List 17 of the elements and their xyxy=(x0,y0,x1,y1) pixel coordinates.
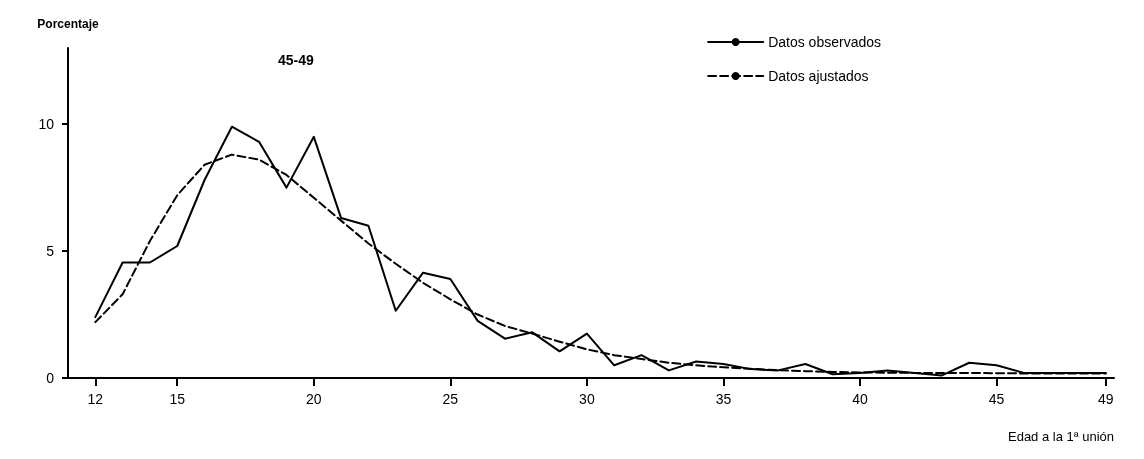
legend-label: Datos observados xyxy=(768,34,881,50)
x-tick-label: 49 xyxy=(1098,391,1114,407)
x-tick-label: 15 xyxy=(169,391,186,407)
legend-label: Datos ajustados xyxy=(768,68,869,84)
y-axis-title: Porcentaje xyxy=(37,17,100,31)
chart-title: 45-49 xyxy=(278,52,315,68)
y-tick-label: 5 xyxy=(46,243,55,260)
x-tick-label: 20 xyxy=(306,391,322,407)
x-tick-label: 12 xyxy=(87,391,104,407)
x-tick-label: 35 xyxy=(715,391,732,407)
y-tick-label: 0 xyxy=(46,370,55,386)
y-tick-label: 10 xyxy=(38,116,55,133)
x-tick-label: 25 xyxy=(442,391,459,407)
x-tick-label: 40 xyxy=(852,391,869,407)
x-axis-title: Edad a la 1ª unión xyxy=(1007,429,1114,444)
x-tick-label: 45 xyxy=(988,391,1005,407)
x-tick-label: 30 xyxy=(579,391,595,407)
